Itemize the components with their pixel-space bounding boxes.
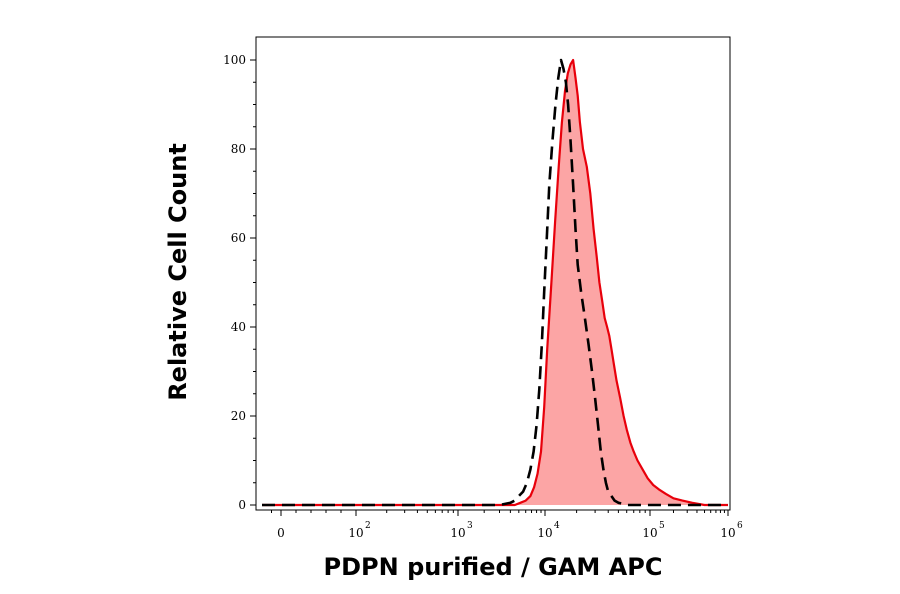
series-0-fill <box>262 60 728 505</box>
y-tick-label-4: 80 <box>231 142 246 156</box>
x-axis-ticks: 0 10 2 10 3 10 4 10 5 10 6 <box>271 510 743 540</box>
y-tick-label-2: 40 <box>231 320 246 334</box>
x-tick-label-1: 10 <box>348 526 363 540</box>
y-tick-label-0: 0 <box>238 498 246 512</box>
y-tick-label-5: 100 <box>223 53 246 67</box>
x-axis-title: PDPN purified / GAM APC <box>324 553 663 581</box>
x-tick-exponent-3: 4 <box>554 521 560 531</box>
plot-frame <box>255 36 731 511</box>
plot-area <box>255 36 731 511</box>
y-tick-label-1: 20 <box>231 409 246 423</box>
x-tick-exponent-5: 6 <box>737 521 743 531</box>
x-tick-label-4: 10 <box>642 526 657 540</box>
x-tick-label-3: 10 <box>537 526 552 540</box>
x-tick-exponent-2: 3 <box>467 521 473 531</box>
y-axis-ticks: 0 20 40 60 80 100 <box>223 53 256 512</box>
y-axis-title: Relative Cell Count <box>164 143 192 401</box>
x-tick-label-5: 10 <box>720 526 735 540</box>
series-0-line <box>262 58 728 507</box>
x-tick-label-0: 0 <box>277 526 285 540</box>
x-tick-exponent-1: 2 <box>365 521 371 531</box>
x-tick-label-2: 10 <box>450 526 465 540</box>
x-tick-exponent-4: 5 <box>659 521 665 531</box>
series-1-dashed-line <box>262 58 728 507</box>
y-tick-label-3: 60 <box>231 231 246 245</box>
